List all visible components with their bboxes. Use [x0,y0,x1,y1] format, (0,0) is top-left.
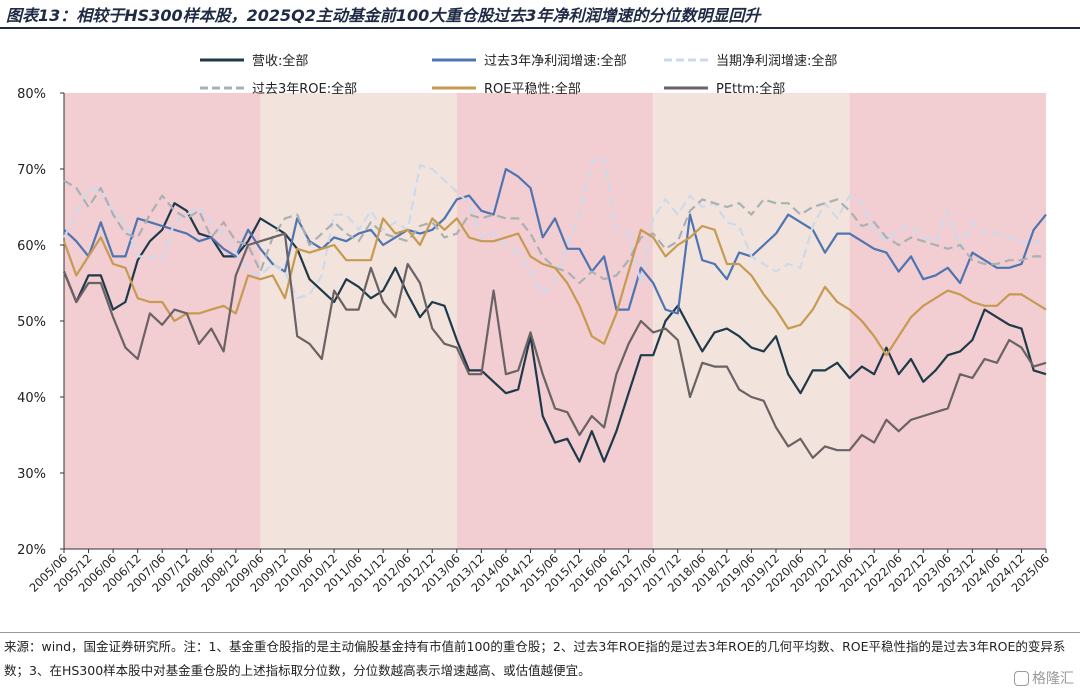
y-tick-label: 80% [17,87,46,102]
period-band-1 [260,93,457,549]
series-line-1 [63,167,1047,315]
series-line-3 [63,179,1046,285]
source-divider [0,632,1080,633]
period-band-4 [849,93,1046,549]
legend-label-5: PEttm:全部 [716,81,785,97]
legend-label-4: ROE平稳性:全部 [484,81,581,97]
y-tick-label: 60% [17,239,46,254]
y-tick-label: 40% [17,391,46,406]
y-tick-label: 30% [17,467,46,482]
chart-title: 图表13：相较于HS300样本股，2025Q2主动基金前100大重仓股过去3年净… [6,6,761,25]
series-line-0 [62,202,1047,463]
y-tick-label: 70% [17,163,46,178]
legend-label-0: 营收:全部 [252,53,308,69]
period-band-0 [64,93,261,549]
source-note: 来源：wind，国金证券研究所。注：1、基金重仓股指的是主动偏股基金持有市值前1… [4,639,1066,678]
legend-label-1: 过去3年净利润增速:全部 [484,53,627,69]
watermark-text: 格隆汇 [1032,671,1074,687]
legend-label-2: 当期净利润增速:全部 [716,53,837,69]
line-chart: 20%30%40%50%60%70%80%2005/062005/122006/… [17,53,1052,595]
series-line-4 [62,217,1047,357]
y-tick-label: 20% [17,543,46,558]
title-underline [0,27,1080,29]
watermark: 格隆汇 [1014,668,1074,688]
period-band-2 [456,93,654,549]
period-band-3 [653,93,850,549]
series-line-2 [63,156,1047,300]
y-tick-label: 50% [17,315,46,330]
legend-label-3: 过去3年ROE:全部 [252,81,357,97]
series-line-5 [62,232,1047,459]
watermark-logo-icon [1014,670,1029,686]
